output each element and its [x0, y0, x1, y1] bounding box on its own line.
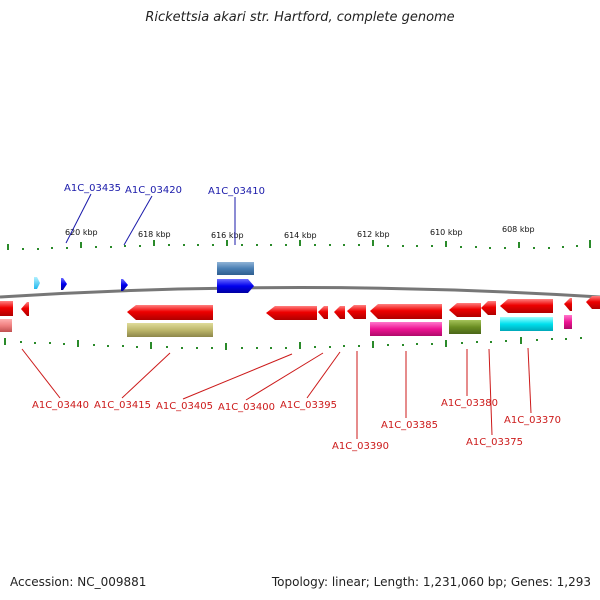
tick-label: 608 kbp	[502, 225, 535, 234]
gene-arrow-reverse[interactable]	[564, 298, 572, 311]
tick-label: 620 kbp	[65, 228, 98, 237]
gene-feature-box[interactable]	[127, 323, 213, 337]
gene-arrow-reverse[interactable]	[586, 296, 600, 309]
gene-label-bottom[interactable]: A1C_03370	[504, 415, 561, 426]
gene-label-bottom[interactable]: A1C_03440	[32, 400, 89, 411]
tick-label: 614 kbp	[284, 231, 317, 240]
gene-feature-box[interactable]	[564, 315, 572, 329]
gene-arrow-forward[interactable]	[217, 279, 254, 293]
tick-label: 610 kbp	[430, 228, 463, 237]
gene-arrow-reverse[interactable]	[334, 306, 345, 319]
bottom-label-leaders	[21, 347, 532, 439]
gene-label-bottom[interactable]: A1C_03415	[94, 400, 151, 411]
scale-dots-upper	[22, 244, 578, 250]
gene-arrow-reverse[interactable]	[127, 305, 213, 320]
gene-feature-box[interactable]	[500, 317, 553, 331]
gene-label-bottom[interactable]: A1C_03390	[332, 441, 389, 452]
gene-label-top[interactable]: A1C_03435	[64, 183, 121, 194]
scale-ticks-upper	[7, 240, 591, 250]
gene-arrow-reverse[interactable]	[347, 305, 366, 319]
gene-arrow-reverse[interactable]	[0, 301, 13, 316]
tick-label: 616 kbp	[211, 231, 244, 240]
scale-dots-lower	[20, 337, 582, 349]
accession-text: Accession: NC_009881	[10, 575, 147, 589]
gene-arrow-reverse[interactable]	[449, 303, 481, 317]
genome-title: Rickettsia akari str. Hartford, complete…	[145, 10, 455, 25]
gene-arrow-reverse[interactable]	[318, 306, 328, 319]
tick-label: 618 kbp	[138, 230, 171, 239]
gene-arrow-reverse[interactable]	[500, 299, 553, 313]
gene-label-top[interactable]: A1C_03420	[125, 185, 182, 196]
gene-label-bottom[interactable]: A1C_03395	[280, 400, 337, 411]
gene-label-bottom[interactable]: A1C_03375	[466, 437, 523, 448]
gene-label-top[interactable]: A1C_03410	[208, 186, 265, 197]
gene-label-bottom[interactable]: A1C_03380	[441, 398, 498, 409]
gene-label-bottom[interactable]: A1C_03400	[218, 402, 275, 413]
gene-label-bottom[interactable]: A1C_03385	[381, 420, 438, 431]
gene-arrow-reverse[interactable]	[481, 301, 496, 315]
gene-feature-box[interactable]	[449, 320, 481, 334]
scale-ticks-lower	[4, 337, 522, 350]
gene-feature-box[interactable]	[217, 262, 254, 275]
gene-arrow-reverse[interactable]	[21, 302, 29, 316]
top-label-leaders	[65, 193, 236, 246]
gene-arrow-forward[interactable]	[121, 279, 128, 291]
genome-summary-text: Topology: linear; Length: 1,231,060 bp; …	[271, 575, 591, 589]
gene-arrow-forward[interactable]	[34, 277, 40, 289]
gene-arrow-reverse[interactable]	[370, 304, 442, 319]
tick-label: 612 kbp	[357, 230, 390, 239]
gene-arrow-reverse[interactable]	[266, 306, 317, 320]
gene-feature-box[interactable]	[0, 319, 12, 332]
gene-feature-box[interactable]	[370, 322, 442, 336]
genome-backbone	[0, 286, 600, 299]
gene-arrow-forward[interactable]	[61, 278, 67, 290]
gene-label-bottom[interactable]: A1C_03405	[156, 401, 213, 412]
